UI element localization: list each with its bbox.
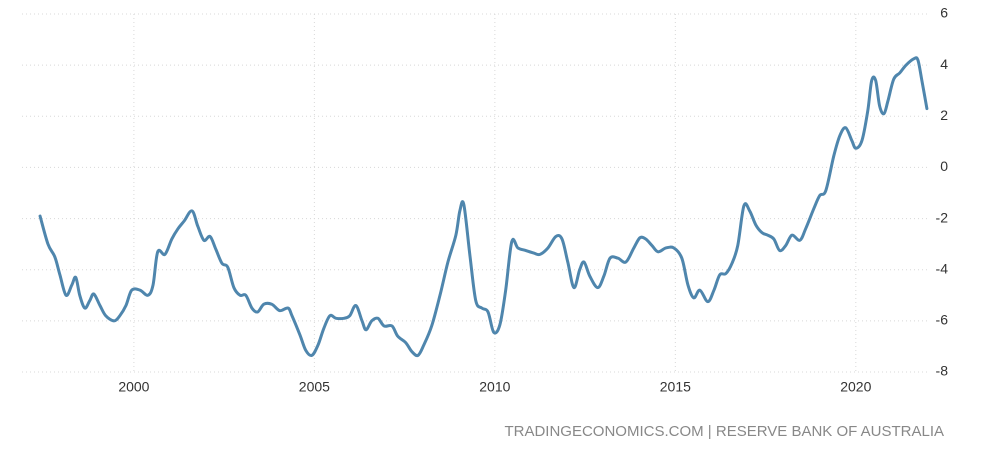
y-tick-label: 0 (940, 158, 948, 174)
y-tick-label: -6 (936, 312, 949, 328)
y-tick-label: 6 (940, 5, 948, 21)
y-tick-label: -2 (936, 209, 949, 225)
y-tick-label: -8 (936, 363, 949, 379)
x-tick-label: 2010 (479, 379, 510, 395)
x-tick-label: 2020 (840, 379, 871, 395)
x-tick-label: 2000 (118, 379, 149, 395)
y-tick-label: -4 (936, 260, 949, 276)
x-tick-label: 2005 (299, 379, 330, 395)
y-tick-label: 4 (940, 56, 948, 72)
y-tick-label: 2 (940, 107, 948, 123)
source: TRADINGECONOMICS.COM | RESERVE BANK OF A… (504, 423, 944, 440)
x-tick-label: 2015 (660, 379, 691, 395)
line-series (38, 56, 929, 358)
